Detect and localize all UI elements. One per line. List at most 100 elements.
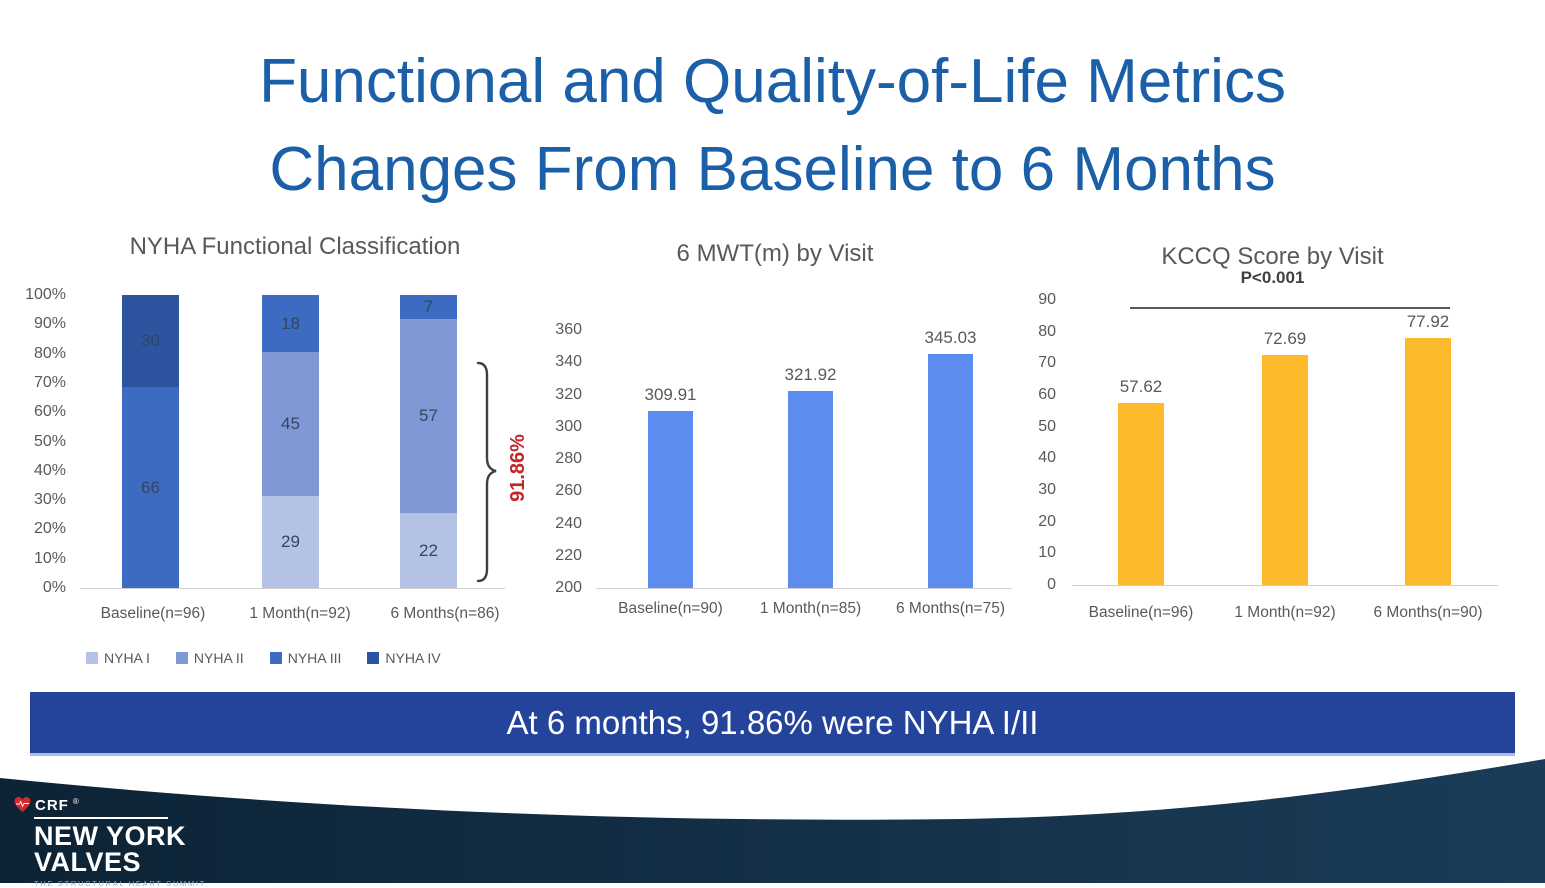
y-tick-label: 30% (33, 491, 66, 509)
p-value-annotation: P<0.001 (1240, 268, 1305, 287)
chart-kccq-score-by-visit: KCCQ Score by Visit 90 80 70 60 50 40 30 20 10 0 5… (1020, 230, 1545, 670)
legend-item-nyha-iv: NYHA IV (367, 650, 441, 666)
y-tick-label: 60 (1038, 386, 1056, 403)
segment-value-label: 22 (419, 541, 438, 560)
y-tick-label: 90% (33, 315, 66, 333)
y-tick-label: 100% (25, 286, 66, 303)
bar-value-label: 345.03 (924, 328, 977, 348)
bar-baseline-n-90- (648, 410, 693, 588)
legend-label: NYHA III (287, 650, 342, 666)
y-tick-label: 40% (33, 461, 66, 479)
bar-segment-nyha-ii (400, 318, 457, 513)
bar-6-months-n-90- (1405, 338, 1451, 585)
nyha-annotation-91-86: 91.86% (507, 434, 529, 502)
logo-divider (34, 817, 168, 819)
y-tick-label: 360 (555, 321, 582, 338)
chart-title-6mwt: 6 MWT(m) by Visit (676, 240, 874, 267)
segment-value-label: 30 (141, 331, 160, 350)
bar-segment-nyha-iii (262, 295, 319, 353)
y-tick-label: 220 (555, 546, 582, 564)
x-axis-line (80, 588, 505, 589)
brand-line1: NEW YORK (34, 821, 187, 851)
p-value-line (1130, 307, 1450, 309)
slide-title: Functional and Quality-of-Life Metrics C… (0, 38, 1545, 214)
bar-segment-nyha-iv (122, 295, 179, 387)
y-tick-label: 60% (33, 403, 66, 421)
x-axis-line (1072, 585, 1498, 586)
registered-mark: ® (72, 797, 79, 806)
y-tick-label: 10 (1038, 544, 1056, 562)
y-tick-label: 300 (555, 417, 582, 435)
chart-title-kccq: KCCQ Score by Visit (1161, 243, 1384, 270)
x-axis-line (596, 588, 1012, 589)
category-label: 1 Month(n=85) (759, 600, 862, 617)
legend-item-nyha-iii: NYHA III (269, 650, 342, 666)
segment-value-label: 7 (423, 297, 434, 316)
slide-title-line1: Functional and Quality-of-Life Metrics (259, 47, 1286, 116)
y-tick-label: 80 (1038, 322, 1056, 340)
bar-segment-nyha-i (400, 513, 457, 588)
crf-logo-row: CRF ® (14, 797, 244, 814)
legend-label: NYHA I (104, 650, 150, 666)
y-tick-label: 40 (1038, 449, 1056, 467)
y-tick-label: 340 (555, 353, 582, 371)
segment-value-label: 57 (419, 405, 438, 425)
brand-tagline: THE STRUCTURAL HEART SUMMIT (34, 879, 207, 888)
legend-swatch-nyha-iv (367, 652, 380, 664)
bar-value-label: 57.62 (1119, 376, 1163, 396)
y-tick-label: 90 (1038, 291, 1056, 308)
y-tick-label: 30 (1038, 481, 1056, 498)
bar-value-label: 321.92 (784, 365, 837, 385)
y-tick-label: 280 (555, 450, 582, 467)
y-tick-label: 320 (555, 385, 582, 403)
legend-swatch-nyha-i (86, 652, 98, 664)
crf-new-york-valves-logo: CRF ® NEW YORK VALVES THE STRUCTURAL HEA… (14, 797, 244, 888)
bar-segment-nyha-ii (262, 352, 319, 496)
category-label: Baseline(n=96) (1088, 604, 1194, 621)
category-label: 6 Months(n=75) (896, 600, 1005, 617)
segment-value-label: 45 (281, 414, 300, 434)
bar-1-month-n-92- (1262, 354, 1308, 585)
legend-label: NYHA II (193, 650, 244, 666)
category-label: Baseline(n=96) (100, 605, 206, 622)
legend: NYHA I NYHA II NYHA III NYHA IV (86, 650, 441, 666)
slide-title-line2: Changes From Baseline to 6 Months (269, 135, 1276, 204)
legend-item-nyha-ii: NYHA II (175, 650, 244, 666)
bar-value-label: 309.91 (644, 384, 697, 404)
y-tick-label: 0% (42, 579, 66, 596)
y-tick-label: 70 (1038, 354, 1056, 372)
chart-nyha-functional-classification: NYHA Functional Classification 91.86% 10… (0, 230, 540, 700)
curly-brace-icon (476, 361, 497, 583)
y-tick-label: 200 (555, 579, 582, 596)
legend-label: NYHA IV (385, 650, 441, 666)
category-label: 1 Month(n=92) (249, 605, 351, 622)
heart-icon (14, 797, 31, 812)
y-tick-label: 50% (33, 432, 66, 450)
y-tick-label: 10% (33, 549, 66, 567)
y-tick-label: 80% (33, 344, 66, 362)
y-tick-label: 50 (1038, 417, 1056, 435)
y-tick-label: 20 (1038, 512, 1056, 530)
chart-6mwt-by-visit: 6 MWT(m) by Visit 360 340 320 300 280 260 240 2… (540, 230, 1040, 670)
bar-value-label: 72.69 (1263, 328, 1307, 348)
bar-segment-nyha-i (262, 495, 319, 588)
footer-wave (0, 759, 1545, 883)
y-tick-label: 0 (1047, 576, 1056, 593)
crf-label: CRF (35, 797, 69, 814)
segment-value-label: 29 (281, 531, 300, 551)
y-tick-label: 260 (555, 482, 582, 500)
y-tick-label: 20% (33, 520, 66, 538)
segment-value-label: 18 (281, 314, 300, 333)
segment-value-label: 66 (141, 477, 160, 497)
bar-segment-nyha-iii (400, 295, 457, 319)
banner-text: At 6 months, 91.86% were NYHA I/II (506, 704, 1039, 741)
bar-1-month-n-85- (788, 391, 833, 588)
category-label: 6 Months(n=90) (1373, 604, 1483, 621)
category-label: 6 Months(n=86) (390, 605, 500, 622)
category-label: Baseline(n=90) (618, 600, 723, 617)
legend-item-nyha-i: NYHA I (86, 650, 150, 666)
legend-swatch-nyha-ii (175, 652, 188, 664)
y-tick-label: 240 (555, 514, 582, 532)
y-tick-label: 70% (33, 373, 66, 391)
brand-line2: VALVES (34, 847, 142, 877)
